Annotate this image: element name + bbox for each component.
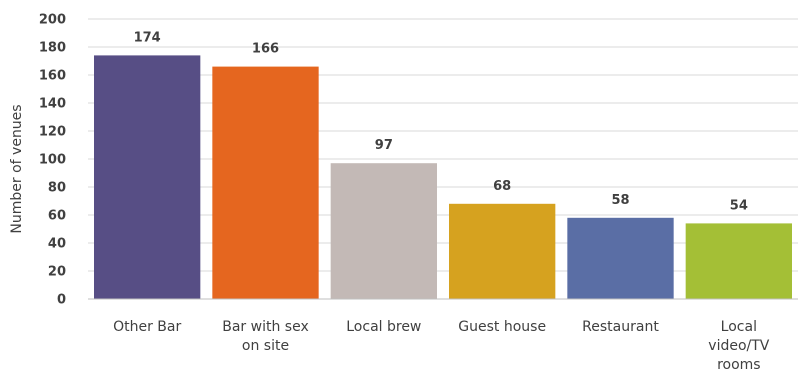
bars [94,55,792,300]
bar [330,163,437,299]
y-tick-label: 180 [39,41,66,56]
y-tick-label: 100 [39,153,66,168]
x-tick-label: Guest house [458,319,546,335]
x-tick-label: Bar with sex on site [222,319,309,354]
gridlines [88,18,798,272]
y-tick-label: 60 [48,209,66,224]
data-label: 58 [611,193,629,208]
data-label: 54 [730,198,748,213]
y-axis-label: Number of venues [9,104,25,233]
data-label: 166 [252,42,279,57]
y-tick-label: 120 [39,125,66,140]
x-axis-ticks: Other Bar Bar with sex on site Local brew Gu… [113,319,770,371]
bar [685,223,792,299]
x-tick-label: Restaurant [582,319,659,335]
data-label: 97 [375,138,393,153]
bar [567,217,674,299]
y-tick-label: 160 [39,69,66,84]
y-tick-label: 20 [48,265,66,280]
y-tick-label: 200 [39,13,66,28]
data-label: 174 [134,30,161,45]
x-tick-label: Local video/TV rooms [708,319,770,371]
y-tick-label: 40 [48,237,66,252]
data-label: 68 [493,179,511,194]
bar [94,55,201,300]
bar [449,203,556,299]
data-labels: 174 166 97 68 58 54 [134,30,748,213]
y-tick-label: 140 [39,97,66,112]
y-axis-ticks: 0 20 40 60 80 100 120 140 160 180 200 [39,13,66,308]
x-tick-label: Other Bar [113,319,181,335]
y-tick-label: 80 [48,181,66,196]
x-tick-label: Local brew [346,319,421,335]
bar [212,66,319,299]
y-tick-label: 0 [57,293,66,308]
